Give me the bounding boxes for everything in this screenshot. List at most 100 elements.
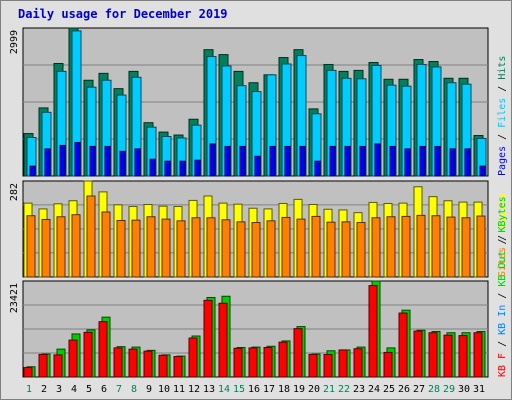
x-tick-label: 6 (101, 384, 107, 395)
x-tick-label: 23 (353, 384, 365, 395)
bar-kb-in-day-12 (188, 337, 198, 378)
bar-pages-day-18 (284, 145, 291, 177)
bar-kb-in-day-29 (443, 334, 453, 378)
bar-kb-in-day-6 (98, 321, 108, 378)
bar-pages-day-30 (464, 148, 471, 177)
legend-item: Sites (497, 247, 508, 277)
bar-pages-day-15 (239, 145, 246, 177)
x-tick-label: 22 (338, 384, 350, 395)
x-tick-label: 18 (278, 384, 290, 395)
bar-sites-day-9 (146, 216, 156, 278)
panel-kbytes-in-out: 23421 KB F / KB In / KB Out / KBytes (9, 196, 508, 378)
bar-kb-in-day-8 (128, 348, 138, 378)
bar-kb-in-day-26 (398, 312, 408, 378)
x-tick-label: 5 (86, 384, 92, 395)
bar-pages-day-29 (449, 148, 456, 177)
bar-pages-day-22 (344, 145, 351, 177)
bar-kb-in-day-3 (53, 354, 63, 378)
legend-hits-files-pages: Pages / Files / Hits (497, 56, 508, 176)
x-tick-label: 14 (218, 384, 230, 395)
bar-pages-day-26 (404, 148, 411, 177)
bar-sites-day-28 (431, 215, 441, 278)
x-tick-label: 3 (56, 384, 62, 395)
bar-sites-day-17 (266, 220, 276, 278)
panel-visits-sites: 282 Sites / Visits (9, 180, 508, 278)
legend-separator: / (497, 232, 508, 250)
legend-item: Hits (497, 56, 508, 80)
bar-pages-day-5 (89, 145, 96, 177)
x-tick-label: 30 (458, 384, 470, 395)
bar-sites-day-22 (341, 221, 351, 278)
bar-sites-day-31 (476, 215, 486, 278)
bar-kb-in-day-4 (68, 339, 78, 378)
bar-pages-day-1 (29, 165, 36, 177)
bar-pages-day-23 (359, 145, 366, 177)
x-tick-label: 17 (263, 384, 275, 395)
x-tick-label: 8 (131, 384, 137, 395)
bar-kb-in-day-18 (278, 341, 288, 378)
legend-visits-sites: Sites / Visits (497, 193, 508, 277)
bar-kb-in-day-20 (308, 353, 318, 378)
legend-item: KBytes (497, 196, 508, 232)
x-tick-label: 25 (383, 384, 395, 395)
bar-sites-day-23 (356, 222, 366, 278)
bar-sites-day-27 (416, 214, 426, 278)
bar-sites-day-29 (446, 216, 456, 278)
x-tick-label: 2 (41, 384, 47, 395)
bar-sites-day-4 (71, 214, 81, 278)
x-tick-label: 9 (146, 384, 152, 395)
bar-kb-in-day-17 (263, 346, 273, 378)
bar-pages-day-9 (149, 158, 156, 177)
x-tick-label: 1 (26, 384, 32, 395)
bar-pages-day-24 (374, 143, 381, 177)
x-tick-label: 15 (233, 384, 245, 395)
bar-pages-day-21 (329, 145, 336, 177)
bar-sites-day-1 (26, 215, 36, 278)
legend-separator: / (497, 287, 508, 305)
bar-sites-day-26 (401, 215, 411, 278)
bar-kb-in-day-30 (458, 335, 468, 378)
bar-kb-in-day-7 (113, 347, 123, 378)
x-tick-label: 12 (188, 384, 200, 395)
bar-sites-day-16 (251, 222, 261, 278)
legend-separator: / (497, 128, 508, 146)
x-tick-label: 28 (428, 384, 440, 395)
bar-kb-in-day-31 (473, 332, 483, 378)
x-tick-label: 26 (398, 384, 410, 395)
legend-item: KB F (497, 353, 508, 377)
bar-kb-in-day-1 (23, 367, 33, 378)
bar-kb-in-day-9 (143, 350, 153, 378)
legend-separator: / (497, 229, 508, 247)
legend-item: Pages (497, 146, 508, 176)
bar-pages-day-25 (389, 145, 396, 177)
bar-pages-day-17 (269, 145, 276, 177)
bar-kb-in-day-15 (233, 347, 243, 378)
bar-pages-day-7 (119, 150, 126, 177)
bar-sites-day-18 (281, 216, 291, 278)
bar-pages-day-16 (254, 155, 261, 177)
bar-pages-day-8 (134, 148, 141, 177)
bar-sites-day-21 (326, 221, 336, 278)
bar-kb-in-day-14 (218, 302, 228, 378)
legend-item: Files (497, 98, 508, 128)
bar-sites-day-30 (461, 217, 471, 278)
x-tick-label: 10 (158, 384, 170, 395)
bar-pages-day-10 (164, 160, 171, 177)
x-tick-label: 20 (308, 384, 320, 395)
legend-separator: / (497, 80, 508, 98)
legend-item: KB Out (497, 251, 508, 287)
bar-sites-day-24 (371, 217, 381, 278)
x-tick-label: 16 (248, 384, 260, 395)
panel-hits-files-pages: 2999 Pages / Files / Hits (9, 27, 508, 177)
bar-sites-day-19 (296, 218, 306, 278)
bar-kb-in-day-22 (338, 349, 348, 378)
legend-kbytes-in-out: KB F / KB In / KB Out / KBytes (497, 196, 508, 377)
bar-pages-day-11 (179, 160, 186, 177)
bar-kb-in-day-19 (293, 328, 303, 378)
bar-kb-in-day-23 (353, 348, 363, 378)
x-tick-label: 27 (413, 384, 425, 395)
bar-pages-day-3 (59, 144, 66, 177)
chart-title: Daily usage for December 2019 (18, 7, 228, 21)
bar-kb-in-day-24 (368, 285, 378, 378)
bar-pages-day-4 (74, 141, 81, 177)
